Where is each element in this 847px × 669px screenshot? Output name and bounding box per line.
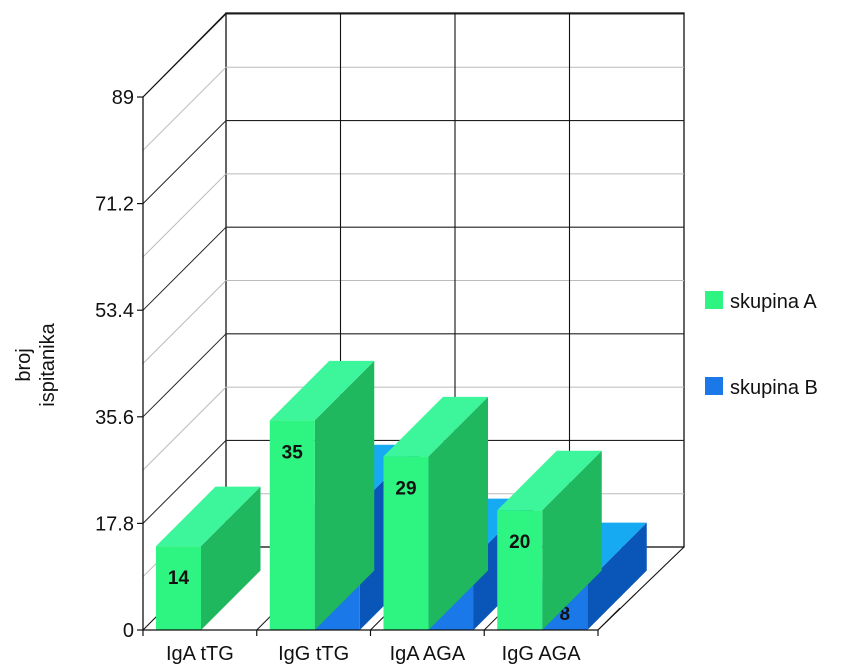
y-tick-label: 89 bbox=[112, 87, 134, 109]
x-tick-label: IgA AGA bbox=[390, 643, 466, 665]
bar-skupina-a-1 bbox=[269, 360, 375, 630]
bar-top bbox=[497, 450, 602, 511]
legend-label: skupina B bbox=[730, 377, 818, 399]
bar-top bbox=[383, 396, 488, 457]
y-tick-label: 35.6 bbox=[95, 407, 134, 429]
floor-tick bbox=[597, 607, 621, 631]
bar-side bbox=[542, 450, 602, 630]
grid-line-side bbox=[142, 66, 227, 151]
bar-front bbox=[497, 510, 543, 630]
bar-side bbox=[587, 522, 647, 630]
left-wall-top-edge bbox=[142, 12, 227, 98]
data-label: 20 bbox=[509, 532, 530, 553]
legend-swatch bbox=[705, 377, 723, 395]
legend-swatch bbox=[705, 291, 723, 309]
bar-front bbox=[383, 456, 429, 630]
grid-line-side bbox=[142, 440, 227, 524]
bar-front bbox=[269, 420, 315, 630]
y-axis-title-line: broj bbox=[13, 348, 35, 381]
bar-side bbox=[201, 486, 261, 630]
y-axis-title-line: ispitanika bbox=[37, 322, 59, 406]
bar-side bbox=[314, 360, 375, 630]
bar-top bbox=[269, 360, 375, 421]
grid-line-side bbox=[142, 120, 227, 204]
y-tick-label: 0 bbox=[123, 620, 134, 642]
grid-line-side bbox=[142, 386, 227, 471]
y-axis-title: broj ispitanika bbox=[13, 322, 59, 406]
x-tick-label: IgG tTG bbox=[278, 643, 349, 665]
data-label: 35 bbox=[282, 442, 304, 463]
bar-skupina-a-2 bbox=[383, 396, 488, 630]
x-tick-label: IgG AGA bbox=[502, 643, 582, 665]
bar-skupina-a-0 bbox=[156, 486, 261, 630]
bar-skupina-a-3 bbox=[497, 450, 602, 630]
bar-side bbox=[428, 396, 488, 630]
bar-top bbox=[156, 486, 261, 547]
grid-line-side bbox=[142, 333, 227, 418]
data-label: 29 bbox=[395, 478, 416, 499]
y-tick-label: 71.2 bbox=[95, 194, 134, 216]
y-tick-label: 53.4 bbox=[95, 300, 134, 322]
x-tick-label: IgA tTG bbox=[166, 643, 234, 665]
data-label: 8 bbox=[559, 604, 570, 625]
legend-label: skupina A bbox=[730, 291, 817, 313]
y-tick-label: 17.8 bbox=[95, 513, 134, 535]
bar-front bbox=[156, 546, 201, 630]
grid-line-side bbox=[142, 280, 227, 364]
grid-line-side bbox=[142, 226, 227, 311]
grid-line-side bbox=[142, 173, 227, 258]
data-label: 14 bbox=[168, 568, 190, 589]
